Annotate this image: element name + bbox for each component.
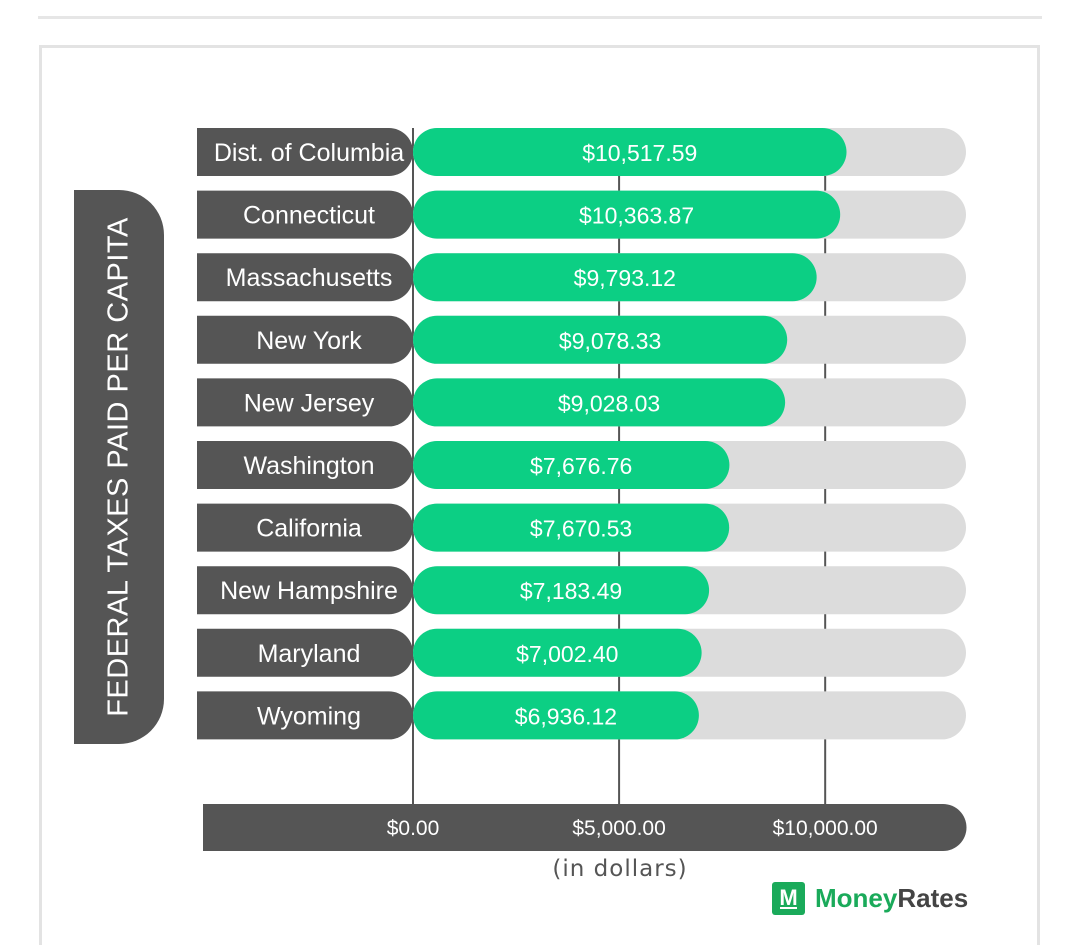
bar <box>413 441 730 489</box>
category-label: Dist. of Columbia <box>214 139 404 167</box>
category-label: New Jersey <box>244 389 375 417</box>
bar <box>413 128 847 176</box>
category-label: New Hampshire <box>220 577 398 605</box>
category-label-bg <box>197 691 413 740</box>
bar <box>413 253 817 302</box>
bar <box>413 315 788 364</box>
category-label: New York <box>256 327 362 355</box>
value-label: $9,028.03 <box>558 390 660 416</box>
category-label-bg <box>197 378 413 427</box>
category-label-bg <box>197 503 413 552</box>
top-divider <box>38 16 1042 19</box>
value-label: $7,670.53 <box>530 516 632 542</box>
category-label-bg <box>197 566 413 615</box>
x-tick-label: $5,000.00 <box>572 817 665 840</box>
category-label-bg <box>197 253 414 302</box>
bar <box>413 628 702 677</box>
value-label: $10,517.59 <box>582 140 697 166</box>
category-label: Washington <box>243 452 374 480</box>
category-label-bg <box>197 628 413 677</box>
value-label: $7,676.76 <box>530 453 632 479</box>
moneyrates-logo: M MoneyRates <box>772 880 968 916</box>
moneyrates-logo-icon: M <box>772 881 805 915</box>
x-axis-band <box>203 804 967 851</box>
value-label: $10,363.87 <box>579 203 694 229</box>
bar <box>413 378 786 427</box>
value-label: $7,002.40 <box>516 641 618 667</box>
bar <box>413 566 710 615</box>
x-tick-label: $10,000.00 <box>773 817 878 840</box>
value-label: $6,936.12 <box>515 703 617 729</box>
category-label: Massachusetts <box>226 264 393 292</box>
category-label-bg <box>197 441 413 489</box>
category-label: California <box>256 515 362 543</box>
bar <box>413 503 730 552</box>
value-label: $7,183.49 <box>520 578 622 604</box>
category-label-bg <box>197 315 413 364</box>
x-tick-label: $0.00 <box>387 817 440 840</box>
bar <box>413 190 841 239</box>
category-label-bg <box>197 190 413 239</box>
value-label: $9,793.12 <box>574 265 676 291</box>
category-label: Wyoming <box>257 702 361 730</box>
category-label: Maryland <box>258 640 361 668</box>
category-label-bg <box>197 128 413 176</box>
category-label: Connecticut <box>243 202 375 230</box>
value-label: $9,078.33 <box>559 328 661 354</box>
bar <box>413 691 699 740</box>
y-axis-title-tab: FEDERAL TAXES PAID PER CAPITA <box>74 190 164 744</box>
moneyrates-logo-text: MoneyRates <box>815 882 969 913</box>
x-axis-title: (in dollars) <box>552 856 688 882</box>
